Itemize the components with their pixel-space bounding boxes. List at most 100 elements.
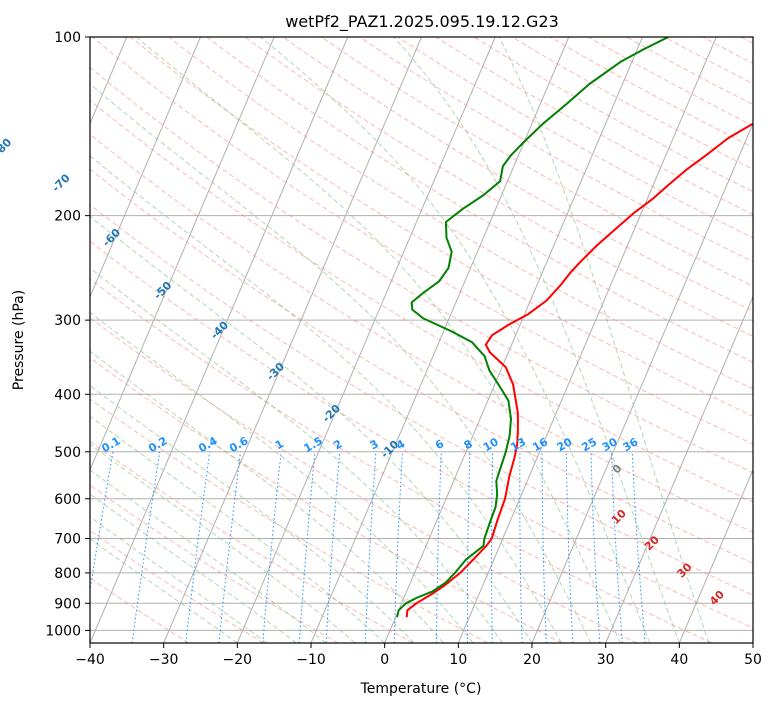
- y-tick-label: 800: [54, 566, 81, 582]
- isotherm-line: [90, 37, 349, 643]
- x-tick-label: −20: [223, 652, 253, 668]
- plot-area: [90, 37, 753, 643]
- mixing-ratio-line: [131, 451, 161, 643]
- x-axis-title: Temperature (°C): [360, 681, 482, 697]
- dry-adiabat-line: [130, 37, 753, 417]
- dry-adiabat-line: [90, 398, 488, 643]
- isotherm-line: [457, 37, 717, 643]
- mixing-ratio-label: 1: [273, 437, 286, 452]
- moist-adiabat-line: [90, 538, 238, 643]
- mixing-ratio-line: [262, 451, 282, 643]
- dry-adiabat-line: [435, 37, 753, 216]
- moist-adiabat-line: [90, 443, 356, 643]
- moist-adiabat-line: [90, 469, 327, 643]
- moist-adiabat-line: [90, 415, 386, 643]
- moist-adiabat-line: [90, 350, 444, 643]
- dry-adiabat-line: [473, 37, 753, 193]
- moist-adiabat-line: [90, 516, 268, 643]
- isotherm-line: [605, 295, 753, 643]
- mixing-ratio-line: [466, 451, 471, 643]
- moist-adiabat-line: [90, 493, 297, 643]
- isotherm-line: [752, 641, 753, 643]
- x-tick-label: −30: [149, 652, 179, 668]
- y-tick-label: 300: [54, 313, 81, 329]
- dry-adiabat-line: [206, 37, 753, 363]
- mixing-ratio-line: [565, 451, 574, 643]
- isotherm-line: [384, 37, 643, 643]
- dry-adiabat-line: [90, 440, 414, 643]
- chart-title: wetPf2_PAZ1.2025.095.19.12.G23: [285, 12, 559, 32]
- moist-adiabat-line: [393, 37, 680, 643]
- isotherm-label: -80: [0, 136, 15, 159]
- dry-adiabat-line: [90, 577, 190, 643]
- dry-adiabat-line: [91, 37, 753, 445]
- isotherm-label: -30: [264, 360, 287, 383]
- dry-adiabat-line: [359, 37, 753, 263]
- dry-adiabat-line: [664, 37, 753, 85]
- dry-adiabat-line: [90, 99, 753, 503]
- dry-adiabat-line: [90, 484, 339, 643]
- y-axis-title: Pressure (hPa): [11, 290, 27, 390]
- moist-adiabat-line: [90, 311, 474, 643]
- dry-adiabat-line: [90, 133, 753, 533]
- x-tick-label: 50: [744, 652, 762, 668]
- moist-adiabat-label: 40: [707, 588, 727, 608]
- dry-adiabat-line: [90, 278, 712, 643]
- y-tick-label: 900: [54, 596, 81, 612]
- mixing-ratio-line: [590, 451, 601, 643]
- moist-adiabat-line: [90, 267, 503, 643]
- x-tick-label: 20: [523, 652, 541, 668]
- x-tick-label: 0: [380, 652, 389, 668]
- dry-adiabat-line: [168, 37, 753, 390]
- dry-adiabat-line: [90, 240, 753, 629]
- dry-adiabat-line: [90, 530, 264, 643]
- mixing-ratio-line: [435, 451, 442, 643]
- y-tick-label: 600: [54, 492, 81, 508]
- grid-lines: [90, 36, 753, 631]
- dry-adiabat-line: [90, 168, 753, 564]
- dry-adiabat-line: [282, 37, 753, 312]
- dry-adiabat-line: [90, 357, 563, 643]
- y-tick-label: 700: [54, 532, 81, 548]
- mixing-ratio-line: [185, 451, 211, 643]
- mixing-ratio-line: [325, 451, 341, 643]
- moist-adiabat-label: 30: [675, 560, 695, 580]
- y-tick-label: 100: [54, 30, 81, 46]
- isotherm-line: [90, 37, 201, 299]
- isotherm-label: -40: [208, 318, 231, 341]
- x-tick-label: −40: [75, 652, 105, 668]
- x-tick-label: −10: [296, 652, 326, 668]
- dry-adiabat-line: [702, 37, 753, 64]
- plot-frame: [89, 36, 754, 644]
- x-tick-label: 10: [449, 652, 467, 668]
- isotherm-label: -70: [50, 171, 73, 194]
- mixing-ratio-line: [631, 451, 646, 643]
- isotherm-line: [90, 37, 275, 472]
- dry-adiabat-line: [244, 37, 753, 337]
- isotherm-line: [236, 37, 496, 643]
- mixing-ratio-line: [90, 451, 114, 594]
- moist-adiabat-line: [90, 384, 415, 643]
- isotherm-label: -60: [100, 226, 123, 249]
- mixing-ratio-line: [218, 451, 241, 643]
- dry-adiabat-line: [397, 37, 753, 239]
- dry-adiabat-line: [90, 66, 753, 474]
- moist-adiabat-line: [260, 37, 651, 643]
- mixing-ratio-line: [611, 451, 623, 643]
- isotherm-line: [531, 122, 753, 643]
- isotherm-label: -50: [151, 279, 174, 302]
- y-tick-label: 400: [54, 387, 81, 403]
- y-tick-label: 200: [54, 209, 81, 225]
- isotherm-label: -20: [320, 402, 343, 425]
- mixing-ratio-line: [364, 451, 377, 643]
- dry-adiabat-line: [320, 37, 753, 287]
- axes: −40 −30 −20 −10 0 10 20 30 40 50 100 200 300 400 500 60…: [45, 30, 762, 668]
- dry-adiabat-line: [90, 204, 753, 596]
- mixing-ratio-line: [491, 451, 494, 643]
- dry-adiabat-line: [511, 37, 753, 170]
- moist-adiabat-line: [498, 37, 710, 643]
- line-labels: 0.10.20.40.611.52346810131620253036-100-…: [0, 136, 727, 608]
- dry-adiabat-line: [549, 37, 753, 148]
- moist-adiabat-line: [90, 155, 562, 643]
